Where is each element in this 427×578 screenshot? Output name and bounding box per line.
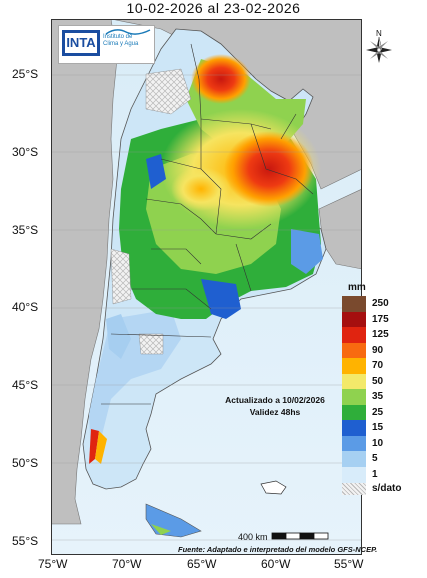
coast-orange xyxy=(95,431,107,464)
wave-icon xyxy=(105,29,151,35)
legend-label: 1 xyxy=(372,468,378,480)
precipitation-map xyxy=(51,19,362,555)
map-border xyxy=(51,19,362,555)
validity: Validez 48hs xyxy=(249,407,301,417)
legend-label: 50 xyxy=(372,375,384,387)
lat-label-40: 40°S xyxy=(12,300,39,314)
updated-date: Actualizado a 10/02/2026 xyxy=(225,395,325,405)
legend-label: 90 xyxy=(372,344,384,356)
legend-swatch xyxy=(342,373,366,390)
compass-north-label: N xyxy=(376,29,382,38)
precip-red-core xyxy=(224,131,314,207)
no-data-patagonia xyxy=(138,333,164,355)
graticule xyxy=(51,74,362,541)
compass-rose-icon: N xyxy=(366,29,392,63)
precip-yellow-west xyxy=(171,167,231,211)
legend-no-data-label: s/dato xyxy=(372,483,402,494)
lon-label-70: 70°W xyxy=(112,557,142,571)
lat-label-25: 25°S xyxy=(12,67,39,81)
province-borders xyxy=(101,43,314,405)
legend-swatch xyxy=(342,466,366,483)
scale-label: 400 km xyxy=(238,532,268,542)
scale-bar xyxy=(271,532,329,540)
precip-blue-patch xyxy=(146,154,166,189)
legend-label: 25 xyxy=(372,406,384,418)
legend-label: 15 xyxy=(372,422,384,433)
no-data-west xyxy=(110,248,132,305)
lat-label-30: 30°S xyxy=(12,145,39,159)
legend-label: 250 xyxy=(372,298,389,309)
map-canvas xyxy=(51,19,362,555)
legend-label: 5 xyxy=(372,453,378,464)
legend-label: 125 xyxy=(372,329,389,340)
legend-swatch xyxy=(342,389,366,405)
institute-line-1: Instituto de xyxy=(103,34,133,40)
chile xyxy=(51,19,118,525)
coast-red xyxy=(89,429,99,464)
lat-label-55: 55°S xyxy=(12,534,39,548)
inta-logo-text: INTA xyxy=(65,33,97,53)
source-note: Fuente: Adaptado e interpretado del mode… xyxy=(178,545,378,554)
legend-label: 10 xyxy=(372,437,384,449)
precip-blue-east xyxy=(291,229,323,274)
institute-name: Instituto de Clima y Agua xyxy=(103,34,153,48)
no-data-north xyxy=(145,68,192,115)
update-info: Actualizado a 10/02/2026 Validez 48hs xyxy=(200,394,350,418)
legend-label: 70 xyxy=(372,360,384,371)
legend-swatch xyxy=(342,404,366,421)
patagonia-zone-2 xyxy=(106,314,131,359)
lon-label-55: 55°W xyxy=(334,557,364,571)
legend-swatch xyxy=(342,420,366,436)
legend-swatch xyxy=(342,358,366,374)
legend-no-data-swatch xyxy=(342,483,366,495)
lat-label-35: 35°S xyxy=(12,223,39,237)
legend-swatch xyxy=(342,435,366,452)
institute-line-2: Clima y Agua xyxy=(103,41,139,47)
legend-swatch xyxy=(342,327,366,343)
legend-swatch xyxy=(342,451,366,467)
lat-label-50: 50°S xyxy=(12,456,39,470)
legend-label: 175 xyxy=(372,313,389,325)
lon-label-75: 75°W xyxy=(38,557,68,571)
legend-swatch xyxy=(342,296,366,312)
legend-label: 35 xyxy=(372,391,384,402)
precip-red-north xyxy=(191,54,251,104)
lat-label-45: 45°S xyxy=(12,378,39,392)
malvinas xyxy=(260,480,287,495)
inta-logo: INTA Instituto de Clima y Agua xyxy=(58,25,155,64)
legend-swatch xyxy=(342,342,366,359)
legend-unit: mm xyxy=(348,282,366,293)
legend-swatch xyxy=(342,311,366,328)
lon-label-65: 65°W xyxy=(187,557,217,571)
lon-label-60: 60°W xyxy=(261,557,291,571)
inta-logo-mark: INTA xyxy=(62,30,100,56)
tdf-green xyxy=(151,524,171,535)
map-title: 10-02-2026 al 23-02-2026 xyxy=(126,0,301,16)
